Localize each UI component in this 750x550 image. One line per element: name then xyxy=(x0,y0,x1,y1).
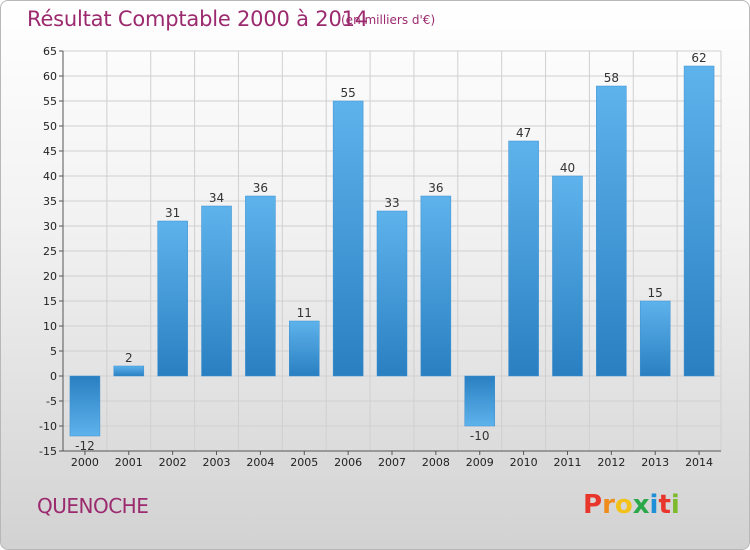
x-tick-label: 2001 xyxy=(115,456,143,469)
x-tick-label: 2007 xyxy=(378,456,406,469)
y-tick-label: -5 xyxy=(46,395,57,408)
y-tick-label: 25 xyxy=(43,245,57,258)
y-tick-label: 5 xyxy=(50,345,57,358)
bar xyxy=(69,375,101,437)
x-tick-label: 2014 xyxy=(685,456,713,469)
bar xyxy=(201,205,232,377)
x-tick-label: 2013 xyxy=(641,456,669,469)
bar xyxy=(332,100,364,377)
data-label: 58 xyxy=(604,71,619,85)
y-tick-label: 45 xyxy=(43,145,57,158)
y-tick-label: 60 xyxy=(43,70,57,83)
bar-layer: -12 2 31 34 36 11 55 33 36 -10 47 40 58 15 62 xyxy=(69,51,715,453)
x-tick-label: 2000 xyxy=(71,456,99,469)
data-label: 11 xyxy=(297,306,312,320)
y-tick-label: 0 xyxy=(50,370,57,383)
x-tick-label: 2010 xyxy=(510,456,538,469)
x-tick-label: 2003 xyxy=(203,456,231,469)
y-tick-label: 20 xyxy=(43,270,57,283)
chart-subtitle: (en milliers d'€) xyxy=(341,13,436,27)
logo-letter: o xyxy=(614,490,633,520)
chart-title: Résultat Comptable 2000 à 2014 xyxy=(27,7,368,31)
data-label: -12 xyxy=(75,439,95,453)
logo-letter: t xyxy=(658,490,671,520)
bar xyxy=(683,65,715,377)
logo-letter: i xyxy=(649,490,659,520)
bar xyxy=(157,220,188,377)
logo-letter: i xyxy=(670,490,680,520)
y-tick-label: 50 xyxy=(43,120,57,133)
bar xyxy=(289,320,320,377)
y-tick-label: 55 xyxy=(43,95,57,108)
data-label: 15 xyxy=(648,286,663,300)
bar xyxy=(420,195,452,377)
data-label: 55 xyxy=(340,86,355,100)
x-tick-label: 2004 xyxy=(246,456,274,469)
y-tick-label: 30 xyxy=(43,220,57,233)
data-label: 31 xyxy=(165,206,180,220)
y-tick-label: 40 xyxy=(43,170,57,183)
proxiti-logo: Proxiti xyxy=(583,490,680,520)
y-tick-label: -10 xyxy=(39,420,57,433)
bar xyxy=(596,85,627,377)
data-label: 34 xyxy=(209,191,224,205)
logo-letter: P xyxy=(583,490,603,520)
commune-name: QUENOCHE xyxy=(37,494,149,518)
bar xyxy=(245,195,276,377)
bar xyxy=(508,140,539,377)
x-tick-label: 2009 xyxy=(466,456,494,469)
data-label: 2 xyxy=(125,351,133,365)
y-tick-label: 65 xyxy=(43,45,57,58)
data-label: 36 xyxy=(428,181,443,195)
x-tick-label: 2006 xyxy=(334,456,362,469)
data-label: 36 xyxy=(253,181,268,195)
y-tick-label: -15 xyxy=(39,445,57,458)
bar xyxy=(552,175,583,377)
logo-letter: r xyxy=(602,490,615,520)
data-label: 62 xyxy=(691,51,706,65)
y-tick-label: 35 xyxy=(43,195,57,208)
x-tick-label: 2002 xyxy=(159,456,187,469)
x-tick-label: 2008 xyxy=(422,456,450,469)
data-label: 40 xyxy=(560,161,575,175)
bar xyxy=(113,365,145,377)
x-tick-label: 2011 xyxy=(553,456,581,469)
y-tick-label: 10 xyxy=(43,320,57,333)
axis-layer: -15 -10 -5 0 5 10 15 20 25 30 35 40 45 50 55 60 65 2000 20… xyxy=(39,45,721,469)
bar xyxy=(464,375,495,427)
data-label: 47 xyxy=(516,126,531,140)
data-label: -10 xyxy=(470,429,490,443)
bar xyxy=(639,300,671,377)
logo-letter: x xyxy=(632,490,650,520)
x-tick-label: 2012 xyxy=(597,456,625,469)
x-tick-label: 2005 xyxy=(290,456,318,469)
bar xyxy=(376,210,408,377)
y-tick-label: 15 xyxy=(43,295,57,308)
data-label: 33 xyxy=(384,196,399,210)
